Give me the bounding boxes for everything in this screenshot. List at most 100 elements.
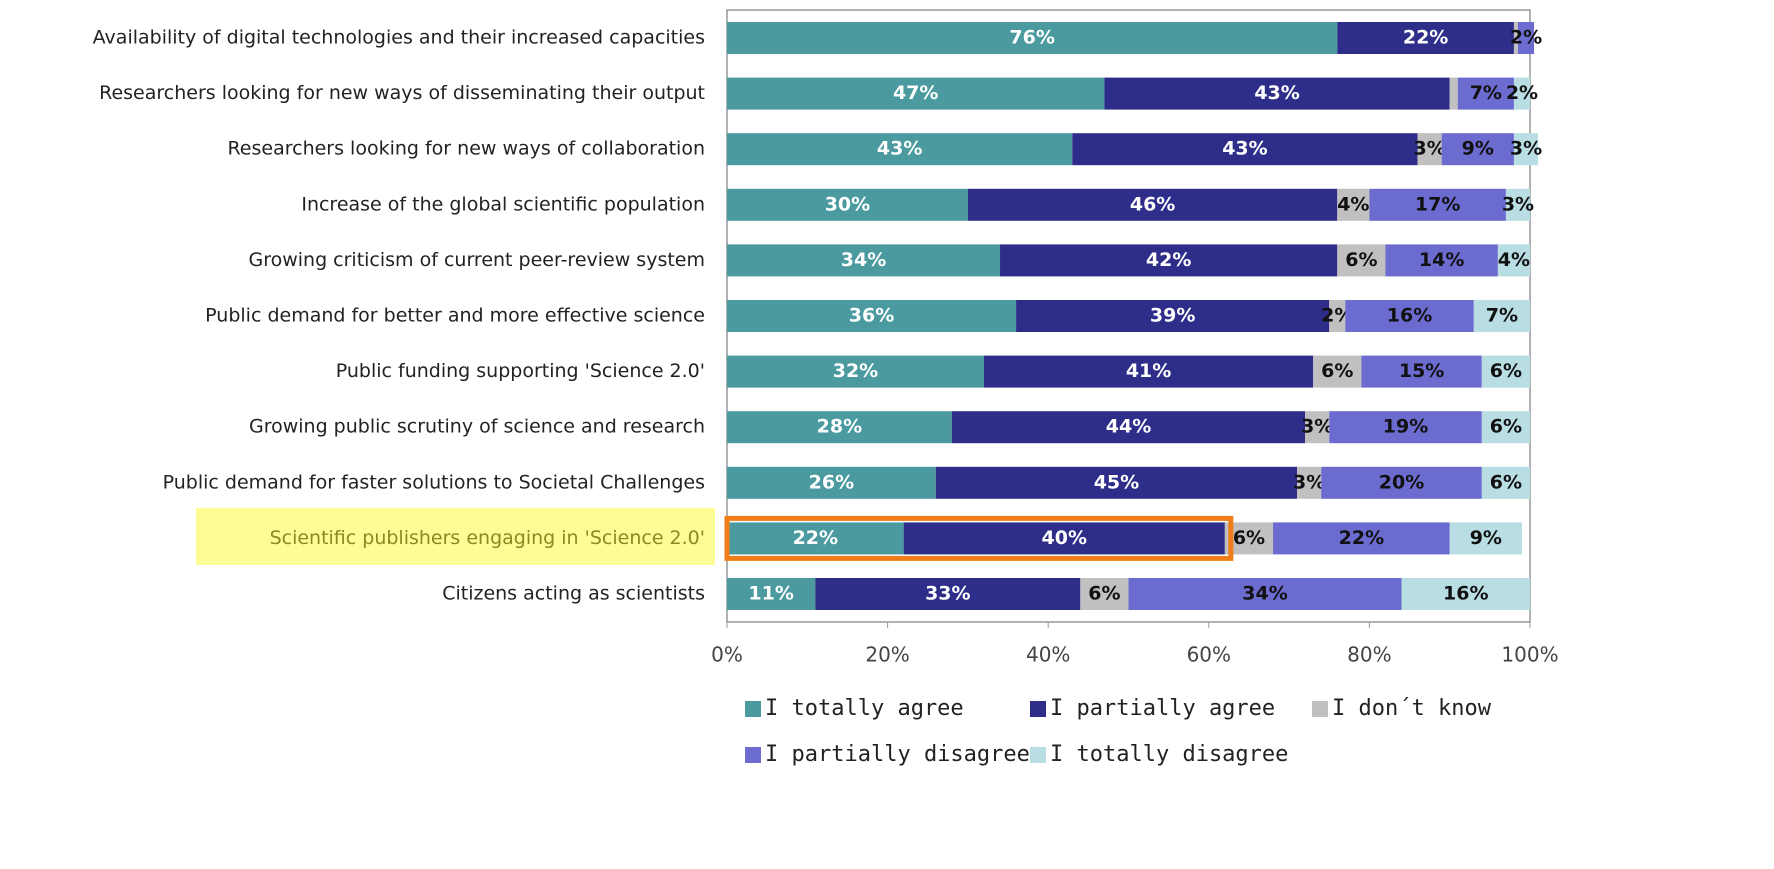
bar-segment (1401, 578, 1530, 610)
bar-segment (1497, 244, 1530, 277)
bar-segment (1457, 77, 1514, 110)
value-label: 47% (893, 82, 938, 104)
value-label: 36% (849, 305, 894, 327)
x-tick-label: 100% (1501, 643, 1558, 667)
value-label: 15% (1399, 360, 1444, 382)
category-label: Increase of the global scientific popula… (301, 193, 705, 215)
value-label: 19% (1383, 416, 1428, 438)
bar-segment (1473, 300, 1530, 332)
value-label: 3% (1301, 416, 1333, 438)
bar-segment (1481, 411, 1530, 444)
bar-segment (983, 355, 1314, 388)
value-label: 43% (877, 138, 922, 160)
category-label: Public demand for faster solutions to So… (163, 471, 705, 493)
value-label: 33% (925, 583, 970, 605)
bar-segment (1297, 466, 1322, 499)
x-tick-label: 60% (1187, 643, 1231, 667)
bar-segment (1337, 188, 1370, 221)
bar-segment (903, 522, 1225, 555)
value-label: 3% (1413, 138, 1445, 160)
legend-label: I don´t know (1332, 696, 1492, 721)
bar-segment (1481, 466, 1530, 499)
x-tick-label: 0% (711, 643, 743, 667)
bar-segment (1016, 300, 1330, 332)
bar-segment (1345, 300, 1474, 332)
bar-segment (1517, 22, 1535, 54)
bar-segment (1072, 133, 1418, 166)
value-label: 16% (1387, 305, 1432, 327)
bar-segment (1369, 188, 1506, 221)
legend-swatch (745, 747, 761, 763)
bar-segment (1385, 244, 1498, 277)
value-label: 44% (1106, 416, 1151, 438)
bar-segment (1417, 133, 1442, 166)
bar-segment (951, 411, 1306, 444)
legend-swatch (1030, 701, 1046, 717)
x-tick-label: 40% (1026, 643, 1070, 667)
legend-label: I partially disagree (765, 742, 1030, 767)
bar-segment (727, 578, 816, 610)
bar-segment (815, 578, 1081, 610)
value-label: 28% (817, 416, 862, 438)
value-label: 34% (1242, 583, 1287, 605)
value-label: 6% (1233, 527, 1265, 549)
bar-segment (1481, 355, 1530, 388)
bar-segment (1449, 77, 1458, 110)
value-label: 9% (1470, 527, 1502, 549)
category-label: Researchers looking for new ways of diss… (99, 82, 705, 104)
value-label: 6% (1490, 416, 1522, 438)
value-label: 17% (1415, 193, 1460, 215)
category-label: Scientific publishers engaging in 'Scien… (270, 527, 705, 549)
bar-segment (1513, 77, 1530, 110)
bar-segment (1449, 522, 1522, 555)
bar-segment (1513, 22, 1518, 54)
bar-segment (727, 22, 1338, 54)
value-label: 11% (748, 583, 793, 605)
bar-segment (1337, 244, 1386, 277)
value-label: 20% (1379, 471, 1424, 493)
value-label: 16% (1443, 583, 1488, 605)
bar-segment (727, 77, 1105, 110)
bar-segment (1505, 188, 1530, 221)
value-label: 43% (1254, 82, 1299, 104)
bar-segment (1329, 411, 1482, 444)
value-label: 32% (833, 360, 878, 382)
category-label: Citizens acting as scientists (442, 583, 705, 605)
value-label: 4% (1498, 249, 1530, 271)
value-label: 41% (1126, 360, 1171, 382)
bar-segment (727, 133, 1073, 166)
category-label: Availability of digital technologies and… (93, 27, 705, 49)
bar-segment (727, 522, 904, 555)
bar-segment (1000, 244, 1338, 277)
bar-segment (727, 355, 984, 388)
value-label: 43% (1222, 138, 1267, 160)
value-label: 40% (1042, 527, 1087, 549)
value-label: 3% (1502, 193, 1534, 215)
value-label: 4% (1337, 193, 1369, 215)
bar-segment (1128, 578, 1402, 610)
value-label: 2% (1506, 82, 1538, 104)
legend-label: I totally agree (765, 696, 964, 721)
value-label: 6% (1088, 583, 1120, 605)
bar-segment (727, 188, 968, 221)
value-label: 7% (1470, 82, 1502, 104)
bar-segment (967, 188, 1338, 221)
highlight-box (724, 515, 1234, 561)
legend-label: I totally disagree (1050, 742, 1288, 767)
x-tick-label: 80% (1347, 643, 1391, 667)
x-tick-label: 20% (865, 643, 909, 667)
bar-segment (1313, 355, 1362, 388)
bar-segment (1321, 466, 1482, 499)
bar-segment (1104, 77, 1450, 110)
bar-segment (1305, 411, 1330, 444)
category-label: Public funding supporting 'Science 2.0' (336, 360, 705, 382)
category-label: Growing criticism of current peer-review… (248, 249, 705, 271)
value-label: 22% (1403, 27, 1448, 49)
value-label: 9% (1462, 138, 1494, 160)
legend-swatch (1030, 747, 1046, 763)
value-label: 7% (1486, 305, 1518, 327)
value-label: 26% (809, 471, 854, 493)
bar-segment (1329, 300, 1346, 332)
bar-segment (727, 466, 936, 499)
bar-segment (1441, 133, 1514, 166)
